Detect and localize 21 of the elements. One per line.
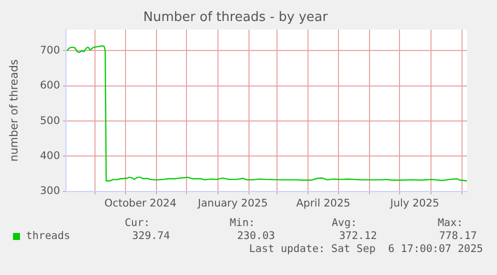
text: Min:	[228, 217, 255, 229]
text: Avg:	[330, 217, 357, 229]
text: Last update: Sat Sep 6 17:00:07 2025	[249, 243, 483, 255]
legend-label: threads	[26, 230, 70, 242]
text: 372.12	[338, 230, 377, 242]
y-tick-label: 700	[40, 44, 60, 56]
x-tick-label: January 2025	[196, 197, 268, 210]
y-tick-label: 300	[40, 185, 60, 198]
text: Max:	[436, 217, 463, 229]
text: 778.17	[438, 230, 477, 242]
text: 230.03	[236, 230, 275, 242]
x-tick-label: April 2025	[296, 197, 350, 210]
text: 329.74	[131, 230, 170, 242]
x-tick-label: October 2024	[104, 197, 177, 210]
chart-title: Number of threads - by year	[143, 10, 328, 26]
x-tick-label: July 2025	[389, 197, 440, 210]
y-tick-label: 400	[40, 150, 60, 162]
y-tick-label: 500	[40, 114, 60, 127]
y-tick-label: 600	[40, 80, 60, 92]
text: Cur:	[124, 217, 150, 229]
y-axis-title: number of threads	[7, 59, 20, 162]
